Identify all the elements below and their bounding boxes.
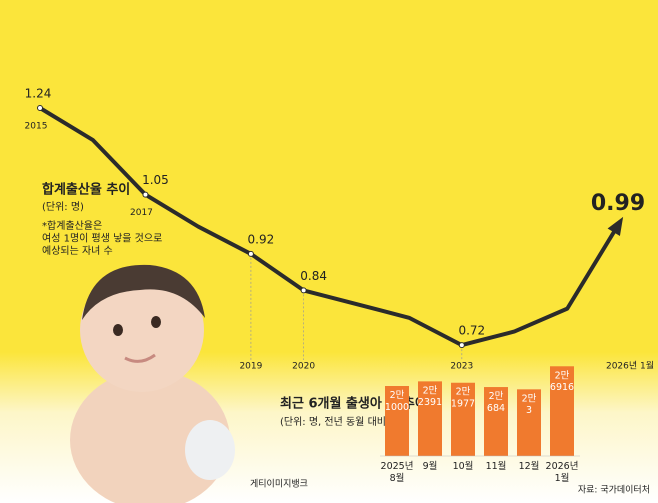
bar [451, 382, 475, 456]
bar-value-label: 2만 3 [522, 393, 537, 416]
x-tick-label: 2020 [292, 362, 315, 372]
source: 자료: 국가데이터처 [578, 484, 650, 496]
bar [484, 387, 508, 456]
x-tick-label: 12월 [519, 460, 540, 472]
value-label: 0.72 [458, 324, 485, 338]
baby-photo [70, 264, 235, 503]
x-tick-label: 9월 [423, 460, 438, 472]
point [458, 342, 465, 349]
bar [385, 386, 409, 456]
x-tick-label: 2026년 1월 [606, 360, 654, 372]
x-tick-label: 2025년 8월 [381, 461, 414, 484]
arrow-head [607, 216, 624, 236]
line [38, 106, 622, 348]
x-tick-label: 2017 [130, 208, 153, 218]
annotation: *합계출산율은 여성 1명이 평생 낳을 것으로 예상되는 자녀 수 [42, 220, 162, 257]
bar-value-label: 2만 6916 [550, 370, 574, 393]
subtitle: (단위: 명) [42, 200, 84, 213]
bar-value-label: 2만 684 [487, 391, 505, 414]
point [142, 191, 149, 198]
bar-value-label: 2만 1977 [451, 386, 475, 409]
value-label: 0.84 [300, 269, 327, 283]
value-label: 1.05 [142, 173, 169, 187]
x-tick-label: 11월 [486, 460, 507, 472]
value-label: 1.24 [25, 87, 52, 101]
photo-credit: 게티이미지뱅크 [250, 479, 308, 490]
point [300, 287, 307, 294]
value-label: 0.99 [591, 191, 645, 216]
bar [418, 381, 442, 456]
bar-subtitle: (단위: 명, 전년 동월 대비) [280, 415, 390, 428]
point [37, 105, 43, 111]
x-tick-label: 2015 [25, 122, 48, 132]
x-tick-label: 2026년 1월 [546, 461, 579, 484]
bar-value-label: 2만 1000 [385, 390, 409, 413]
x-tick-label: 2023 [450, 362, 473, 372]
bar-value-label: 2만 2391 [418, 385, 442, 408]
x-tick-label: 10월 [453, 460, 474, 472]
bar [517, 389, 541, 456]
value-label: 0.92 [248, 232, 275, 246]
point [247, 250, 254, 257]
bar [550, 366, 574, 456]
x-tick-label: 2019 [239, 362, 262, 372]
title: 합계출산율 추이 [42, 182, 130, 198]
